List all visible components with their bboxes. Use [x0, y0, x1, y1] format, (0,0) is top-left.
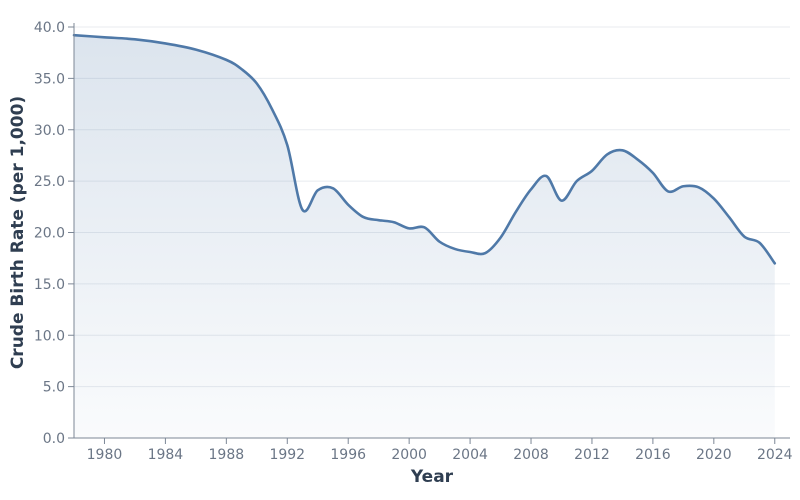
y-tick-label: 25.0 [34, 174, 65, 190]
y-tick-label: 0.0 [43, 431, 65, 447]
x-tick-label: 2020 [696, 447, 732, 463]
series-line [72, 33, 777, 265]
y-tick-label: 20.0 [34, 226, 65, 242]
x-tick-label: 1980 [87, 447, 123, 463]
x-tick-label: 1992 [269, 447, 305, 463]
x-tick-label: 2000 [391, 447, 427, 463]
axes [68, 23, 790, 444]
x-axis-title: Year [410, 467, 454, 487]
x-tick-label: 1984 [148, 447, 184, 463]
y-tick-label: 5.0 [43, 380, 65, 396]
x-tick-label: 1996 [330, 447, 366, 463]
x-tick-label: 2012 [574, 447, 610, 463]
x-tick-label: 2004 [452, 447, 488, 463]
y-tick-label: 40.0 [34, 20, 65, 36]
y-tick-label: 10.0 [34, 328, 65, 344]
series-area [74, 35, 775, 438]
y-tick-label: 30.0 [34, 123, 65, 139]
y-axis-title: Crude Birth Rate (per 1,000) [8, 96, 28, 369]
x-tick-label: 2024 [757, 447, 793, 463]
x-tick-label: 1988 [209, 447, 245, 463]
x-tick-label: 2008 [513, 447, 549, 463]
tick-labels: 0.0 5.0 10.0 15.0 20.0 25.0 30.0 35.0 40.0 1980 19… [34, 20, 793, 463]
x-tick-label: 2016 [635, 447, 671, 463]
y-tick-label: 35.0 [34, 71, 65, 87]
y-tick-label: 15.0 [34, 277, 65, 293]
